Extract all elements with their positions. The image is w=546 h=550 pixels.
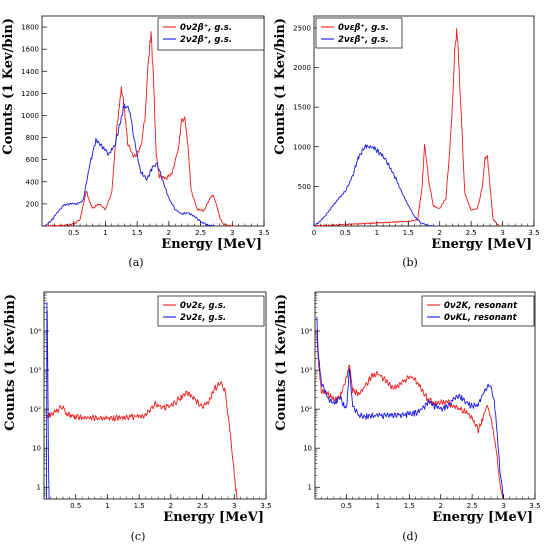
y-tick-label: 1400	[21, 68, 39, 76]
x-tick-label: 1.5	[404, 502, 415, 510]
x-axis-label: Energy [MeV]	[431, 237, 532, 252]
x-tick-label: 0	[312, 229, 316, 237]
x-tick-label: 0.5	[70, 502, 81, 510]
y-tick-label: 400	[26, 178, 39, 186]
legend-entry: 0ν2ε, g.s.	[180, 301, 226, 311]
legend-entry: 2ν2ε, g.s.	[180, 313, 226, 323]
series-line-blue	[46, 301, 50, 500]
x-tick-label: 3.5	[528, 229, 539, 237]
x-axis-label: Energy [MeV]	[163, 510, 264, 525]
y-tick-label: 10⁴	[300, 328, 312, 336]
y-tick-label: 600	[26, 156, 39, 164]
x-tick-label: 2	[167, 229, 171, 237]
panel-c: 0.5 1 1.5 2 2.5 3 3.5 1 10 10² 10³ 10⁴ Energy [MeV] C…	[3, 291, 272, 543]
series-line-blue	[314, 144, 434, 227]
series-line-blue	[44, 103, 214, 227]
x-tick-label: 2	[169, 502, 173, 510]
x-tick-label: 2	[438, 502, 442, 510]
y-axis-label: Counts (1 Kev/bin)	[3, 294, 18, 431]
y-tick-label: 1	[37, 484, 41, 492]
x-tick-label: 2.5	[466, 229, 477, 237]
x-tick-label: 2	[437, 229, 441, 237]
panel-b: 0 0.5 1 1.5 2 2.5 3 3.5 500 1000 1500 2000 2500 Energ…	[273, 15, 540, 269]
x-tick-label: 1	[103, 229, 107, 237]
y-tick-label: 2000	[293, 64, 311, 72]
y-tick-label: 10²	[29, 406, 41, 414]
panel-a: 0.5 1 1.5 2 2.5 3 3.5 200 400 600 800 1000 1200 1400 1…	[1, 15, 270, 269]
series-line-red	[46, 381, 238, 500]
legend-entry: 0ν2K, resonant	[444, 301, 518, 311]
x-tick-label: 2.5	[197, 502, 208, 510]
y-tick-label: 1600	[21, 46, 39, 54]
y-tick-label: 1000	[21, 112, 39, 120]
x-axis-label: Energy [MeV]	[161, 237, 262, 252]
legend-box	[157, 17, 265, 51]
legend-entry: 2ν2β⁺, g.s.	[180, 35, 232, 45]
x-tick-label: 3.5	[529, 502, 540, 510]
y-tick-label: 10³	[300, 367, 312, 375]
y-tick-label: 1800	[21, 24, 39, 32]
panel-caption: (a)	[128, 256, 143, 269]
x-tick-label: 0.5	[340, 229, 351, 237]
y-tick-label: 500	[298, 183, 311, 191]
x-axis-label: Energy [MeV]	[432, 510, 533, 525]
x-tick-label: 3	[501, 502, 505, 510]
legend: 0ν2ε, g.s. 2ν2ε, g.s.	[157, 295, 265, 327]
x-tick-label: 0.5	[341, 502, 352, 510]
y-tick-label: 10³	[29, 367, 41, 375]
series-line-red	[316, 329, 504, 500]
legend-entry: 0ν2β⁺, g.s.	[180, 23, 232, 33]
y-tick-label: 800	[26, 134, 39, 142]
y-tick-label: 1500	[293, 104, 311, 112]
x-tick-label: 2.5	[195, 229, 206, 237]
x-tick-label: 3	[500, 229, 504, 237]
x-tick-label: 1.5	[132, 229, 143, 237]
legend: 0ν2K, resonant 0νKL, resonant	[421, 295, 535, 327]
legend: 0ν2β⁺, g.s. 2ν2β⁺, g.s.	[157, 17, 265, 51]
y-tick-label: 1200	[21, 90, 39, 98]
plot-frame	[41, 15, 265, 227]
panel-caption: (b)	[402, 256, 418, 269]
plot-frame	[43, 291, 267, 500]
x-tick-label: 3.5	[258, 229, 269, 237]
y-axis-label: Counts (1 Kev/bin)	[273, 18, 288, 155]
legend: 0νεβ⁺, g.s. 2νεβ⁺, g.s.	[315, 17, 403, 49]
series-line-red	[313, 27, 500, 227]
y-tick-label: 1000	[293, 143, 311, 151]
y-tick-label: 10	[32, 445, 41, 453]
panel-d: 0.5 1 1.5 2 2.5 3 3.5 1 10 10² 10³ 10⁴ Energy [MeV] C…	[274, 291, 541, 543]
y-tick-label: 10²	[300, 406, 312, 414]
legend-entry: 0νεβ⁺, g.s.	[338, 23, 389, 33]
legend-box	[421, 295, 535, 327]
y-tick-label: 200	[26, 200, 39, 208]
x-tick-label: 1	[376, 502, 380, 510]
x-tick-label: 1.5	[134, 502, 145, 510]
y-axis-label: Counts (1 Kev/bin)	[274, 294, 289, 431]
x-tick-label: 0.5	[68, 229, 79, 237]
x-tick-label: 1	[375, 229, 379, 237]
x-tick-label: 3.5	[260, 502, 271, 510]
x-tick-label: 3	[230, 229, 234, 237]
legend-box	[157, 295, 265, 327]
plot-frame	[313, 15, 535, 227]
plot-frame	[314, 291, 536, 500]
panel-caption: (c)	[131, 530, 146, 543]
legend-entry: 2νεβ⁺, g.s.	[338, 35, 389, 45]
y-tick-label: 10	[303, 445, 312, 453]
y-tick-label: 1	[308, 484, 312, 492]
x-tick-label: 2.5	[467, 502, 478, 510]
panel-caption: (d)	[402, 530, 418, 543]
y-tick-label: 2500	[293, 24, 311, 32]
x-tick-label: 1	[105, 502, 109, 510]
series-line-blue	[316, 316, 505, 500]
x-tick-label: 1.5	[403, 229, 414, 237]
legend-box	[315, 17, 403, 49]
legend-entry: 0νKL, resonant	[444, 313, 518, 323]
x-tick-label: 3	[232, 502, 236, 510]
y-axis-label: Counts (1 Kev/bin)	[1, 18, 16, 155]
y-tick-label: 10⁴	[29, 328, 41, 336]
series-line-red	[45, 31, 236, 227]
